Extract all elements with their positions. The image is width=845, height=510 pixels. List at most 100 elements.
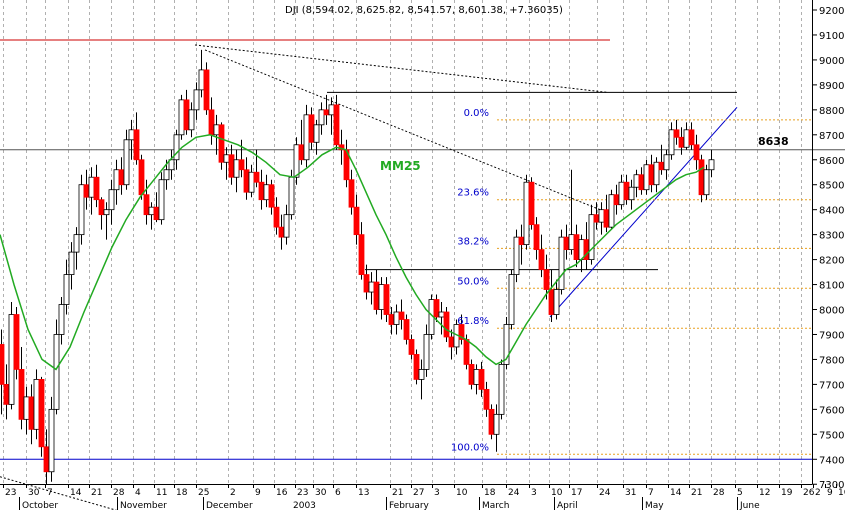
candle-up <box>588 214 595 260</box>
candle-up <box>328 104 335 116</box>
candle-down <box>528 181 535 226</box>
candle-up <box>513 236 520 275</box>
candle-up <box>423 334 430 370</box>
trendline <box>194 44 608 93</box>
chart-title: DJI (8,594.02, 8,625.82, 8,541.57, 8,601… <box>285 5 563 16</box>
x-tick-label: 14 <box>70 488 82 498</box>
x-tick-label: 2 <box>230 488 236 498</box>
candle-up <box>708 159 715 171</box>
y-tick-label: 7900 <box>819 330 844 341</box>
trendline <box>0 476 118 510</box>
x-tick-label: 7 <box>47 488 53 498</box>
candle-up <box>103 209 110 216</box>
x-month-label: April <box>557 501 578 510</box>
candle-down <box>38 379 45 448</box>
candle-down <box>648 164 655 186</box>
candle-down <box>623 181 630 201</box>
candle-down <box>138 159 145 196</box>
candle-down <box>533 224 540 251</box>
candle-up <box>113 169 120 191</box>
fibonacci-label: 38.2% <box>457 236 489 247</box>
candle-down <box>678 136 685 148</box>
x-tick-label: 25 <box>198 488 209 498</box>
x-tick-label: 5 <box>737 488 743 498</box>
x-tick-label: 7 <box>648 488 654 498</box>
x-tick-label: 31 <box>625 488 636 498</box>
x-month-label: November <box>120 501 167 510</box>
x-tick-label: 27 <box>413 488 424 498</box>
candle-up <box>393 311 400 325</box>
candle-down <box>43 446 50 473</box>
y-tick-label: 9100 <box>819 31 844 42</box>
candle-up <box>493 413 500 435</box>
x-month-label: June <box>739 501 760 510</box>
candle-up <box>173 134 180 161</box>
candle-up <box>568 234 575 251</box>
candle-down <box>208 109 215 136</box>
x-tick-label: 19 <box>781 488 793 498</box>
x-tick-label: 3 <box>531 488 537 498</box>
candle-down <box>408 339 415 355</box>
candle-down <box>28 396 35 430</box>
candle-up <box>248 171 255 193</box>
y-tick-label: 7600 <box>819 405 844 416</box>
candle-up <box>68 251 75 275</box>
candle-up <box>58 304 65 335</box>
y-tick-label: 7700 <box>819 380 844 391</box>
candle-down <box>348 179 355 208</box>
candle-down <box>448 336 455 348</box>
candle-down <box>253 171 260 183</box>
candle-down <box>3 383 10 405</box>
y-tick-label: 8100 <box>819 281 844 292</box>
x-tick-label: 18 <box>484 488 496 498</box>
candle-down <box>0 344 5 385</box>
candle-down <box>243 169 250 193</box>
candle-up <box>163 169 170 181</box>
candle-down <box>383 284 390 315</box>
x-tick-label: 13 <box>358 488 369 498</box>
candle-down <box>363 274 370 293</box>
candle-up <box>128 129 135 141</box>
candle-down <box>488 408 495 435</box>
candle-up <box>158 179 165 221</box>
candle-down <box>688 129 695 146</box>
candle-down <box>538 249 545 270</box>
candle-down <box>658 161 665 171</box>
candle-down <box>593 214 600 223</box>
y-tick-label: 7400 <box>819 455 844 466</box>
y-tick-label: 8600 <box>819 156 844 167</box>
fibonacci-label: 0.0% <box>464 108 489 119</box>
candle-down <box>143 194 150 216</box>
x-tick-label: 24 <box>599 488 611 498</box>
candle-down <box>573 234 580 260</box>
x-tick-label: 9 <box>255 488 261 498</box>
candle-up <box>438 311 445 318</box>
candle-up <box>683 129 690 148</box>
candle-down <box>153 206 160 221</box>
x-month-label: May <box>645 501 664 510</box>
candle-up <box>178 99 185 136</box>
candle-up <box>63 274 70 305</box>
candle-down <box>603 209 610 228</box>
candle-down <box>358 234 365 275</box>
fibonacci-label: 23.6% <box>457 188 489 199</box>
candle-down <box>463 339 470 365</box>
x-tick-label: 24 <box>508 488 520 498</box>
y-tick-label: 8200 <box>819 256 844 267</box>
candle-up <box>48 408 55 473</box>
candle-up <box>378 284 385 310</box>
candle-down <box>183 99 190 131</box>
x-tick-label: 2 <box>815 488 821 498</box>
x-tick-label: 28 <box>713 488 725 498</box>
candle-up <box>263 184 270 201</box>
candle-up <box>523 181 530 246</box>
candle-down <box>228 154 235 178</box>
x-tick-label: 30 <box>315 488 327 498</box>
candle-up <box>33 379 40 430</box>
x-tick-label: 12 <box>759 488 770 498</box>
candle-up <box>198 69 205 91</box>
candle-up <box>78 184 85 236</box>
x-month-label: March <box>482 501 509 510</box>
candle-up <box>233 159 240 178</box>
